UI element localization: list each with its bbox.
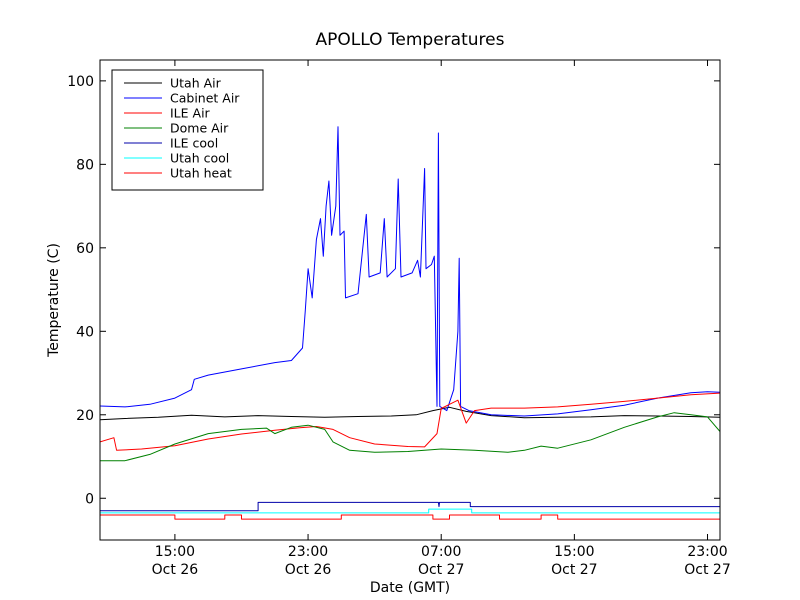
series-line-cabinet-air [100, 126, 720, 417]
series-line-utah-air [100, 406, 720, 421]
legend-item: ILE Air [124, 106, 211, 121]
legend-label: Utah cool [170, 151, 229, 166]
series-line-ile-cool [100, 501, 720, 512]
x-tick-label-date: Oct 26 [285, 562, 332, 578]
legend-item: Utah Air [124, 76, 222, 91]
series-line-utah-heat [100, 514, 720, 520]
y-tick-label: 0 [85, 491, 94, 507]
plot-frame [99, 59, 721, 541]
series-line-ile-air [100, 392, 720, 451]
legend-box [111, 69, 264, 191]
x-tick-label-time: 15:00 [155, 544, 195, 560]
x-tick-label-time: 15:00 [554, 544, 594, 560]
legend-item: Cabinet Air [124, 91, 240, 106]
y-tick-label: 20 [76, 408, 94, 424]
x-tick-label-time: 23:00 [288, 544, 328, 560]
series-line-utah-cool [100, 508, 720, 514]
legend-label: Utah Air [170, 76, 222, 91]
legend-item: Dome Air [124, 121, 229, 136]
legend-item: Utah cool [124, 151, 229, 166]
tick-layer: 0 20 40 60 80 100 15:00 Oct 26 23:00 Oct 26 07:00 O… [67, 60, 731, 578]
x-axis-label: Date (GMT) [370, 580, 450, 596]
legend-label: ILE cool [170, 136, 218, 151]
x-tick-label-date: Oct 27 [551, 562, 597, 578]
y-tick-label: 80 [76, 157, 94, 173]
x-tick-label-time: 23:00 [687, 544, 727, 560]
legend-label: Utah heat [170, 166, 232, 181]
legend-label: Dome Air [170, 121, 229, 136]
chart-title: APOLLO Temperatures [316, 30, 505, 50]
x-tick-label-time: 07:00 [421, 544, 461, 560]
x-tick-label-date: Oct 27 [684, 562, 730, 578]
series-layer [100, 126, 720, 520]
x-tick-label-date: Oct 26 [152, 562, 199, 578]
y-tick-label: 40 [76, 324, 94, 340]
legend-label: Cabinet Air [170, 91, 240, 106]
y-tick-label: 60 [76, 241, 94, 257]
legend-item: Utah heat [124, 166, 232, 181]
legend-label: ILE Air [170, 106, 211, 121]
series-line-dome-air [100, 412, 720, 462]
legend-item: ILE cool [124, 136, 218, 151]
x-tick-label-date: Oct 27 [418, 562, 464, 578]
y-axis-label: Temperature (C) [46, 243, 62, 358]
y-tick-label: 100 [67, 74, 94, 90]
